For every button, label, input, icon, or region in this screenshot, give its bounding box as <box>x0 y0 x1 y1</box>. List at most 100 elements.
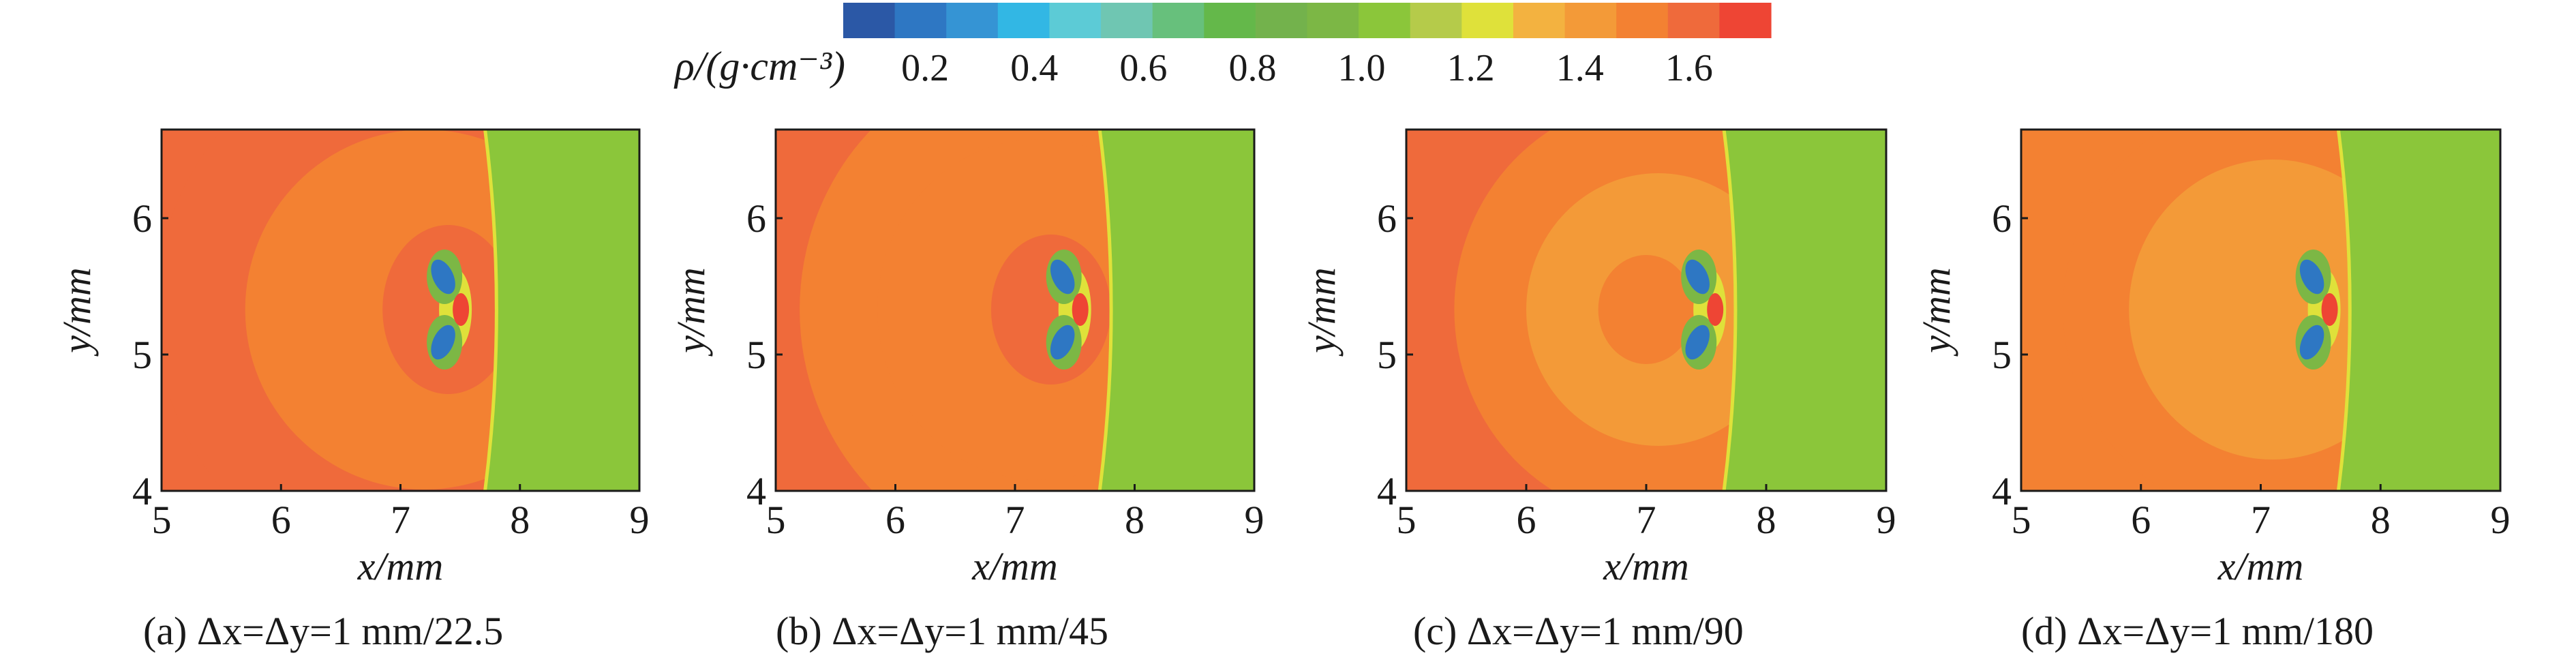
x-tick-label: 8 <box>1757 498 1776 542</box>
colorbar-tick-label: 1.2 <box>1447 47 1495 89</box>
colorbar-tick-label: 1.0 <box>1338 47 1386 89</box>
density-contour <box>1598 255 1695 364</box>
density-field <box>2021 130 2500 491</box>
y-tick-label: 5 <box>1377 333 1397 377</box>
x-tick-label: 7 <box>1637 498 1656 542</box>
y-tick-label: 6 <box>1377 196 1397 241</box>
jet-core <box>1072 293 1089 326</box>
colorbar-tick-label: 0.6 <box>1119 47 1167 89</box>
y-tick-label: 4 <box>746 469 766 513</box>
jet-lobe-lower <box>431 325 455 360</box>
colorbar-swatch <box>946 3 999 38</box>
x-tick-label: 9 <box>2491 498 2511 542</box>
colorbar-swatch <box>1255 3 1308 38</box>
colorbar-tick-label: 1.6 <box>1665 47 1713 89</box>
shock-front <box>2336 130 2352 491</box>
colorbar-swatch <box>1101 3 1153 38</box>
colorbar-swatch <box>1204 3 1256 38</box>
jet-core <box>1707 293 1724 326</box>
y-axis-label: y/mm <box>55 267 99 357</box>
x-tick-label: 6 <box>2131 498 2151 542</box>
colorbar-swatch <box>843 3 896 38</box>
x-tick-label: 6 <box>1517 498 1536 542</box>
jet-lobe-lower <box>1050 325 1075 360</box>
colorbar-swatch <box>1719 3 1772 38</box>
density-field <box>1406 130 1886 491</box>
x-axis-label: x/mm <box>2217 544 2304 588</box>
jet-structure <box>1046 250 1091 370</box>
shock-front <box>483 130 498 491</box>
x-tick-label: 7 <box>391 498 410 542</box>
y-tick-label: 4 <box>1992 469 2012 513</box>
x-tick-label: 5 <box>152 498 172 542</box>
panel-caption: (a) Δx=Δy=1 mm/22.5 <box>143 609 503 653</box>
colorbar-swatch <box>1513 3 1566 38</box>
panel-caption: (b) Δx=Δy=1 mm/45 <box>776 609 1108 653</box>
x-tick-label: 9 <box>1877 498 1896 542</box>
shock-front <box>1722 130 1738 491</box>
density-contour <box>990 235 1111 385</box>
jet-lobe-upper <box>1685 259 1710 295</box>
panel-caption: (d) Δx=Δy=1 mm/180 <box>2021 609 2374 653</box>
jet-core <box>2321 293 2338 326</box>
jet-core <box>453 293 470 326</box>
density-field <box>776 130 1254 491</box>
x-tick-label: 7 <box>1005 498 1025 542</box>
x-tick-label: 6 <box>885 498 905 542</box>
x-tick-label: 5 <box>1397 498 1416 542</box>
colorbar-swatch <box>1410 3 1462 38</box>
region-shocked <box>2021 130 2350 491</box>
jet-lobe-lower <box>2299 325 2324 360</box>
colorbar-tick-label: 0.8 <box>1228 47 1276 89</box>
x-axis-label: x/mm <box>971 544 1058 588</box>
colorbar-swatch <box>997 3 1050 38</box>
x-tick-label: 5 <box>2012 498 2031 542</box>
density-field <box>162 130 639 491</box>
y-tick-label: 4 <box>132 469 152 513</box>
colorbar-swatch <box>1152 3 1204 38</box>
density-contour <box>2194 235 2327 385</box>
region-shocked <box>1406 130 1736 491</box>
colorbar-swatch <box>1049 3 1102 38</box>
x-tick-label: 5 <box>766 498 786 542</box>
jet-structure <box>2295 250 2341 370</box>
colorbar-swatch <box>1359 3 1411 38</box>
jet-lobe-upper <box>431 259 455 295</box>
colorbar-swatch <box>894 3 947 38</box>
shock-front <box>1097 130 1113 491</box>
x-tick-label: 7 <box>2251 498 2271 542</box>
colorbar-swatch <box>1461 3 1514 38</box>
colorbar-tick-label: 1.4 <box>1556 47 1604 89</box>
colorbar-swatch <box>1307 3 1359 38</box>
jet-structure <box>427 250 472 370</box>
colorbar-tick-label: 0.4 <box>1010 47 1058 89</box>
x-axis-label: x/mm <box>357 544 444 588</box>
panel-caption: (c) Δx=Δy=1 mm/90 <box>1413 609 1744 653</box>
x-tick-label: 8 <box>510 498 530 542</box>
y-tick-label: 5 <box>132 333 152 377</box>
y-tick-label: 6 <box>746 196 766 241</box>
colorbar-swatch <box>1564 3 1617 38</box>
y-axis-label: y/mm <box>669 267 713 357</box>
y-tick-label: 5 <box>746 333 766 377</box>
x-axis-label: x/mm <box>1603 544 1689 588</box>
jet-lobe-upper <box>2299 259 2324 295</box>
jet-lobe-lower <box>1685 325 1710 360</box>
y-tick-label: 6 <box>132 196 152 241</box>
x-tick-label: 9 <box>630 498 650 542</box>
y-tick-label: 4 <box>1377 469 1397 513</box>
x-tick-label: 6 <box>271 498 291 542</box>
x-tick-label: 8 <box>1125 498 1145 542</box>
jet-lobe-upper <box>1050 259 1075 295</box>
y-axis-label: y/mm <box>1299 267 1344 357</box>
y-tick-label: 6 <box>1992 196 2012 241</box>
x-tick-label: 8 <box>2371 498 2391 542</box>
colorbar: 0.2 0.4 0.6 0.8 1.0 1.2 1.4 1.6 <box>843 3 1772 89</box>
colorbar-swatch <box>1667 3 1720 38</box>
